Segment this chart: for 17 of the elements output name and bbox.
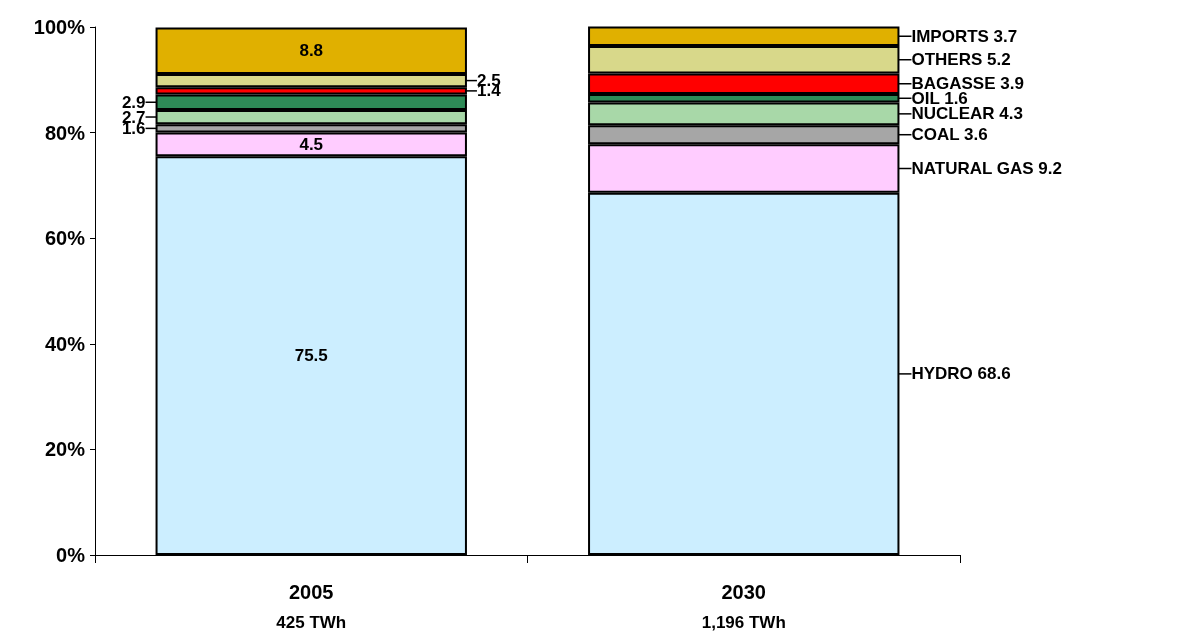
data-label: 8.8 (299, 41, 324, 61)
y-tick-label: 40% (44, 332, 86, 355)
data-label: 2.9 (121, 92, 146, 112)
y-tick-label: 80% (44, 121, 86, 144)
data-label: IMPORTS 3.7 (911, 26, 1018, 46)
y-tick-label: 0% (56, 544, 86, 566)
y-tick-label: 20% (44, 438, 86, 461)
data-label: 75.5 (294, 346, 328, 366)
data-label: HYDRO 68.6 (911, 364, 1011, 384)
data-label: OTHERS 5.2 (911, 50, 1011, 70)
y-tick-label: 100% (33, 16, 86, 38)
y-tick-label: 60% (44, 227, 86, 250)
x-tick-label: 2005 425 TWh (276, 581, 347, 632)
data-label: NATURAL GAS 9.2 (911, 159, 1062, 178)
data-label: COAL 3.6 (911, 125, 988, 145)
data-label: 4.5 (299, 134, 324, 154)
x-tick-label: 2030 1,196 TWh (701, 581, 786, 632)
